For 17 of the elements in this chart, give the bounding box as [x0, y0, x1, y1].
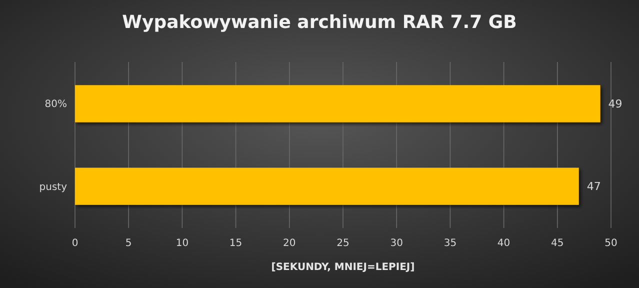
x-tick-label: 45 — [551, 238, 564, 249]
data-label: 49 — [608, 98, 622, 111]
x-tick-label: 5 — [125, 238, 132, 249]
x-tick-label: 50 — [604, 238, 618, 249]
x-tick-label: 20 — [283, 238, 296, 249]
x-tick-label: 15 — [229, 238, 242, 249]
x-tick-label: 40 — [497, 238, 510, 249]
x-tick-label: 10 — [176, 238, 189, 249]
x-axis-title: [SEKUNDY, MNIEJ=LEPIEJ] — [271, 262, 415, 273]
x-tick-label: 25 — [336, 238, 350, 249]
chart-title: Wypakowywanie archiwum RAR 7.7 GB — [122, 12, 517, 33]
x-tick-label: 0 — [72, 238, 78, 249]
x-tick-label: 30 — [390, 238, 403, 249]
data-label: 47 — [586, 180, 601, 194]
x-tick-label: 35 — [444, 238, 457, 249]
y-tick-label: pusty — [39, 182, 68, 193]
y-tick-label: 80% — [44, 99, 67, 110]
